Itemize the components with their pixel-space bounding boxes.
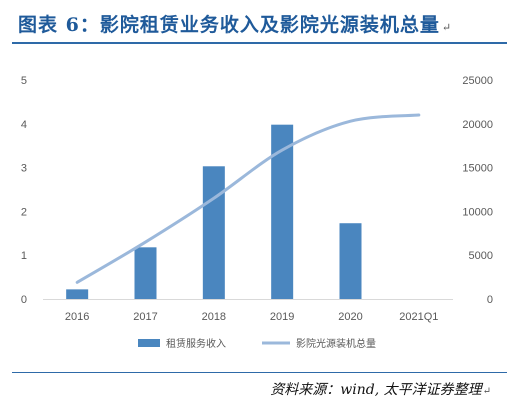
legend-label-bar: 租赁服务收入 xyxy=(166,337,226,350)
x-tick-label: 2019 xyxy=(270,311,294,323)
x-tick-label: 2018 xyxy=(202,311,226,323)
y-tick-label: 1 xyxy=(21,250,27,262)
x-tick-label: 2017 xyxy=(133,311,157,323)
chart-title: 图表 6：影院租赁业务收入及影院光源装机总量 ↵ xyxy=(18,10,452,37)
chart: 0 1 2 3 4 5 0 5000 10000 15000 20000 25000 2016 2017 2… xyxy=(21,75,493,350)
source-bar: 资料来源：wind, 太平洋证券整理↵ xyxy=(12,372,507,398)
x-tick-label: 2016 xyxy=(65,311,89,323)
bar xyxy=(202,166,225,299)
y-tick-label: 0 xyxy=(21,294,27,306)
y2-tick-label: 15000 xyxy=(462,163,493,175)
bar xyxy=(271,124,294,300)
chart-title-text: 图表 6：影院租赁业务收入及影院光源装机总量 xyxy=(18,14,440,36)
y-tick-label: 4 xyxy=(21,119,27,131)
y-tick-label: 3 xyxy=(21,163,27,175)
y2-tick-label: 25000 xyxy=(462,75,493,87)
y2-tick-label: 5000 xyxy=(469,250,493,262)
source-note: 资料来源：wind, 太平洋证券整理↵ xyxy=(270,379,491,399)
x-tick-label: 2020 xyxy=(338,311,362,323)
line-series-path xyxy=(75,113,421,284)
y2-tick-label: 0 xyxy=(487,294,493,306)
legend-label-line: 影院光源装机总量 xyxy=(296,337,376,350)
source-text: 资料来源：wind, 太平洋证券整理 xyxy=(270,382,482,398)
x-tick-label: 2021Q1 xyxy=(399,311,438,323)
bar xyxy=(134,247,157,299)
paragraph-mark-icon: ↵ xyxy=(441,21,453,34)
bar xyxy=(66,289,89,299)
paragraph-mark-icon: ↵ xyxy=(482,386,491,397)
legend-swatch-bar xyxy=(138,339,160,347)
y-tick-label: 5 xyxy=(21,75,27,87)
y2-tick-label: 10000 xyxy=(462,206,493,218)
y2-tick-label: 20000 xyxy=(462,119,493,131)
title-bar: 图表 6：影院租赁业务收入及影院光源装机总量 ↵ xyxy=(12,6,507,44)
y-tick-label: 2 xyxy=(21,206,27,218)
bar xyxy=(339,223,362,299)
